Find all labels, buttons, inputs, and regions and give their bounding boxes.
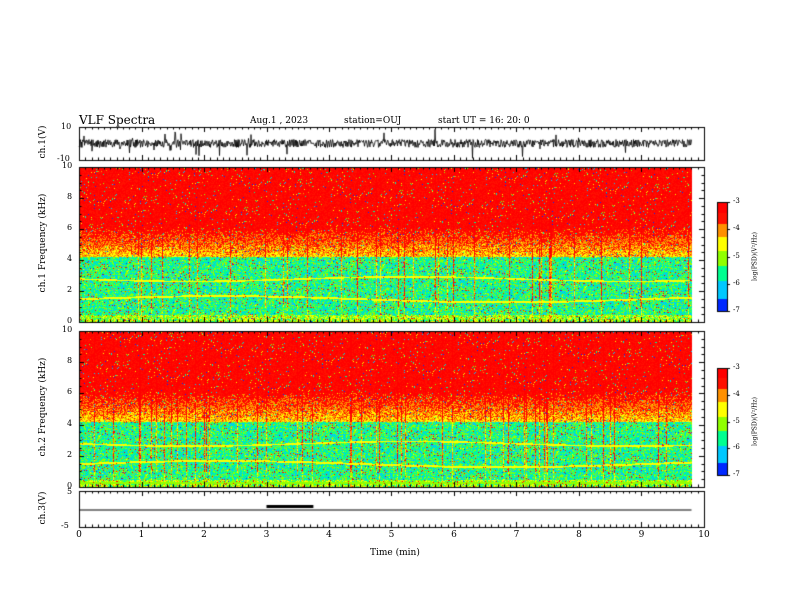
start-time-label: start UT = 16: 20: 0 [438, 116, 530, 126]
spec-ytick: 6 [67, 387, 73, 397]
spec-ytick: 0 [67, 316, 73, 325]
spec-ytick: 4 [67, 418, 73, 428]
spec-ytick: 10 [62, 325, 73, 334]
spec-ytick: 10 [62, 161, 73, 170]
x-tick-label: 7 [513, 530, 520, 540]
cb2-tick: -6 [733, 443, 740, 452]
station-label: station=OUJ [344, 116, 402, 126]
spec-ytick: 0 [67, 481, 73, 490]
cb1-tick: -5 [733, 251, 740, 260]
x-tick-label: 5 [388, 530, 395, 540]
cb2-tick: -4 [733, 389, 740, 398]
cb1-tick: -4 [733, 224, 740, 233]
x-tick-label: 9 [638, 530, 645, 540]
cb2-tick: -3 [733, 363, 740, 371]
ch2-spec-ylabel: ch.2 Frequency (kHz) [38, 357, 48, 457]
x-tick-label: 1 [138, 530, 145, 540]
x-tick-label: 8 [576, 530, 582, 540]
ch3-ylabel: ch.3(V) [38, 491, 48, 525]
cb2-label: log(PSD)(V²/Hz) [751, 396, 759, 446]
x-tick-label: 0 [76, 530, 82, 540]
cb2-tick: -7 [733, 470, 740, 478]
ch1-ytick: 10 [61, 122, 72, 131]
ch1-waveform-ylabel: ch.1(V) [38, 125, 48, 159]
cb1-tick: -6 [733, 278, 740, 287]
spec-ytick: 2 [67, 449, 73, 459]
spec-ytick: 8 [67, 192, 73, 201]
x-tick-label: 6 [451, 530, 457, 540]
ch3-ytick: -5 [61, 521, 69, 530]
x-tick-label: 3 [263, 530, 270, 540]
x-tick-label: 2 [201, 530, 207, 540]
cb1-tick: -7 [733, 306, 740, 314]
x-axis-label: Time (min) [370, 548, 420, 558]
cb1-label: log(PSD)(V²/Hz) [751, 231, 759, 281]
figure-title: VLF Spectra [79, 113, 156, 127]
date-label: Aug.1 , 2023 [250, 116, 309, 126]
cb2-tick: -5 [733, 416, 740, 425]
cb1-tick: -3 [733, 197, 740, 205]
x-tick-label: 10 [698, 530, 710, 540]
ch3-ytick: 5 [67, 487, 73, 496]
ch1-spec-ylabel: ch.1 Frequency (kHz) [38, 193, 48, 293]
ch1-ytick: -10 [57, 154, 70, 163]
spec-ytick: 8 [67, 356, 73, 366]
spec-ytick: 6 [67, 223, 73, 232]
x-tick-label: 4 [326, 530, 332, 540]
spec-ytick: 4 [67, 254, 73, 263]
spec-ytick: 2 [67, 285, 73, 294]
